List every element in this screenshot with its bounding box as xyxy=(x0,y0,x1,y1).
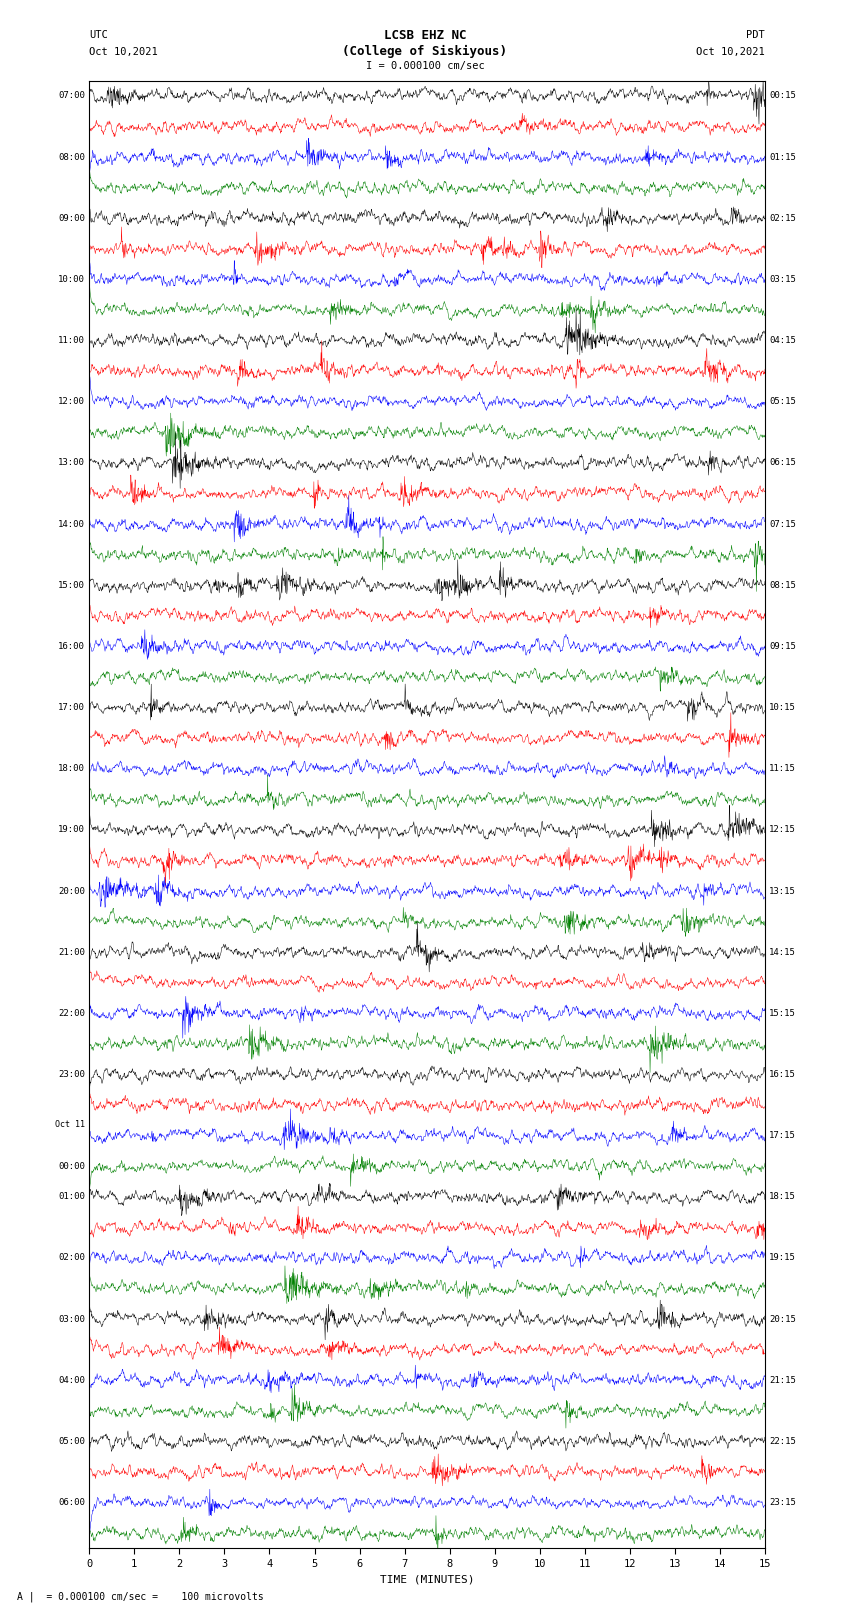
Text: 07:00: 07:00 xyxy=(58,92,85,100)
Text: PDT: PDT xyxy=(746,31,765,40)
Text: 21:15: 21:15 xyxy=(769,1376,796,1386)
Text: 23:00: 23:00 xyxy=(58,1069,85,1079)
Text: 20:15: 20:15 xyxy=(769,1315,796,1324)
Text: 13:00: 13:00 xyxy=(58,458,85,468)
Text: 08:15: 08:15 xyxy=(769,581,796,590)
Text: 14:15: 14:15 xyxy=(769,948,796,957)
Text: 05:00: 05:00 xyxy=(58,1437,85,1445)
Text: (College of Siskiyous): (College of Siskiyous) xyxy=(343,45,507,58)
Text: 04:00: 04:00 xyxy=(58,1376,85,1386)
Text: 16:15: 16:15 xyxy=(769,1069,796,1079)
Text: 11:15: 11:15 xyxy=(769,765,796,773)
Text: 19:15: 19:15 xyxy=(769,1253,796,1263)
Text: 18:00: 18:00 xyxy=(58,765,85,773)
Text: Oct 10,2021: Oct 10,2021 xyxy=(89,47,158,56)
Text: 08:00: 08:00 xyxy=(58,153,85,161)
Text: 03:00: 03:00 xyxy=(58,1315,85,1324)
Text: 16:00: 16:00 xyxy=(58,642,85,652)
Text: LCSB EHZ NC: LCSB EHZ NC xyxy=(383,29,467,42)
Text: 15:00: 15:00 xyxy=(58,581,85,590)
Text: 20:00: 20:00 xyxy=(58,887,85,895)
Text: 00:00: 00:00 xyxy=(58,1161,85,1171)
Text: 09:15: 09:15 xyxy=(769,642,796,652)
Text: 10:15: 10:15 xyxy=(769,703,796,711)
Text: 15:15: 15:15 xyxy=(769,1008,796,1018)
Text: A |  = 0.000100 cm/sec =    100 microvolts: A | = 0.000100 cm/sec = 100 microvolts xyxy=(17,1592,264,1602)
Text: 12:00: 12:00 xyxy=(58,397,85,406)
Text: 17:00: 17:00 xyxy=(58,703,85,711)
Text: 11:00: 11:00 xyxy=(58,336,85,345)
Text: 05:15: 05:15 xyxy=(769,397,796,406)
Text: 23:15: 23:15 xyxy=(769,1498,796,1507)
Text: 02:15: 02:15 xyxy=(769,215,796,223)
Text: 03:15: 03:15 xyxy=(769,274,796,284)
Text: 00:15: 00:15 xyxy=(769,92,796,100)
Text: 01:15: 01:15 xyxy=(769,153,796,161)
Text: 17:15: 17:15 xyxy=(769,1131,796,1140)
Text: 22:15: 22:15 xyxy=(769,1437,796,1445)
Text: 18:15: 18:15 xyxy=(769,1192,796,1202)
Text: 13:15: 13:15 xyxy=(769,887,796,895)
Text: 21:00: 21:00 xyxy=(58,948,85,957)
Text: 06:15: 06:15 xyxy=(769,458,796,468)
Text: 22:00: 22:00 xyxy=(58,1008,85,1018)
Text: 19:00: 19:00 xyxy=(58,826,85,834)
Text: 14:00: 14:00 xyxy=(58,519,85,529)
Text: 09:00: 09:00 xyxy=(58,215,85,223)
Text: Oct 11: Oct 11 xyxy=(55,1119,85,1129)
X-axis label: TIME (MINUTES): TIME (MINUTES) xyxy=(380,1574,474,1584)
Text: Oct 10,2021: Oct 10,2021 xyxy=(696,47,765,56)
Text: UTC: UTC xyxy=(89,31,108,40)
Text: 02:00: 02:00 xyxy=(58,1253,85,1263)
Text: 10:00: 10:00 xyxy=(58,274,85,284)
Text: 04:15: 04:15 xyxy=(769,336,796,345)
Text: 07:15: 07:15 xyxy=(769,519,796,529)
Text: I = 0.000100 cm/sec: I = 0.000100 cm/sec xyxy=(366,61,484,71)
Text: 01:00: 01:00 xyxy=(58,1192,85,1202)
Text: 06:00: 06:00 xyxy=(58,1498,85,1507)
Text: 12:15: 12:15 xyxy=(769,826,796,834)
